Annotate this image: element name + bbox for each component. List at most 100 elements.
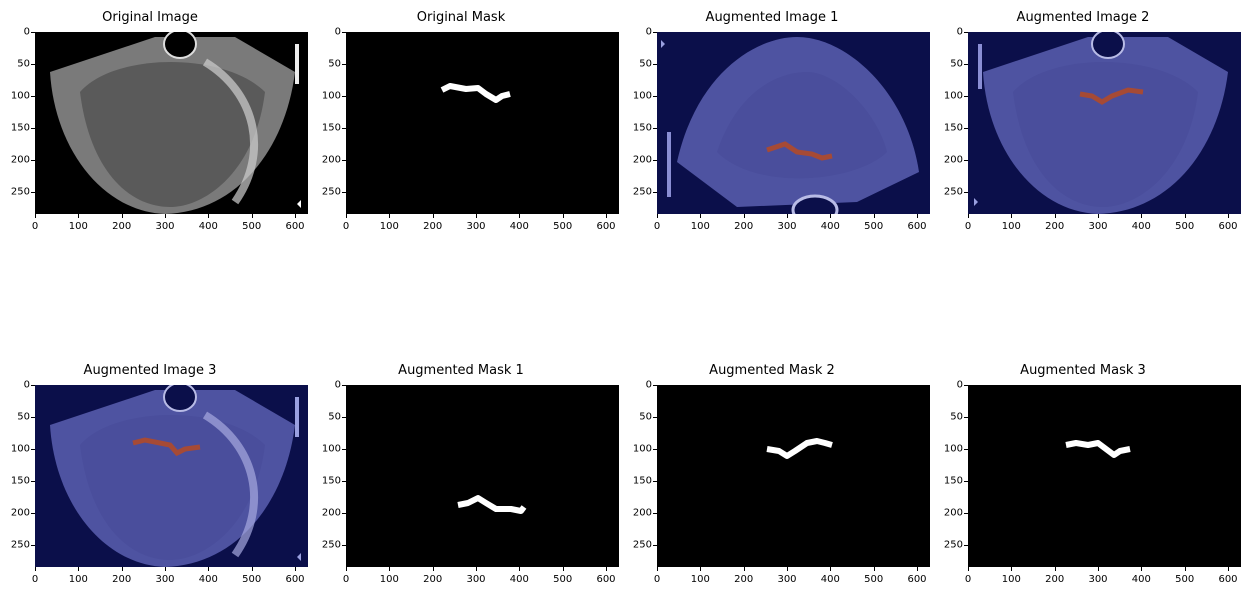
x-tick-label: 300 xyxy=(777,574,797,585)
panel-original-mask: Original Mask 0 100 200 300 400 500 600 0 50 100 1… xyxy=(311,10,619,260)
x-tick xyxy=(873,214,875,218)
x-tick xyxy=(519,214,521,218)
y-tick xyxy=(31,512,35,514)
y-tick xyxy=(31,95,35,97)
x-tick-label: 400 xyxy=(509,574,529,585)
y-tick xyxy=(31,191,35,193)
y-tick xyxy=(964,127,968,129)
mask-image xyxy=(346,385,619,567)
y-tick-label: 200 xyxy=(632,507,652,519)
y-tick xyxy=(342,416,346,418)
y-tick-label: 150 xyxy=(10,122,30,134)
y-tick xyxy=(653,63,657,65)
panel-augmented-mask-2: Augmented Mask 2 0 100 200 300 400 500 600 0 50 1… xyxy=(622,363,930,613)
x-tick-label: 200 xyxy=(734,574,754,585)
x-tick xyxy=(165,214,166,218)
x-tick-label: 400 xyxy=(198,574,218,585)
x-tick xyxy=(1184,567,1186,571)
x-tick-label: 400 xyxy=(1131,221,1151,232)
x-tick-label: 400 xyxy=(198,221,218,232)
y-tick-label: 0 xyxy=(23,26,30,38)
y-tick xyxy=(31,448,35,450)
x-tick xyxy=(208,567,210,571)
y-tick-label: 150 xyxy=(321,475,341,487)
y-tick-label: 250 xyxy=(10,539,30,551)
x-tick xyxy=(476,567,477,571)
y-tick-label: 250 xyxy=(632,186,652,198)
x-tick-label: 200 xyxy=(423,574,443,585)
x-tick-label: 600 xyxy=(907,221,927,232)
x-tick-label: 600 xyxy=(907,574,927,585)
x-tick-label: 300 xyxy=(777,221,797,232)
y-tick-label: 150 xyxy=(321,122,341,134)
x-tick xyxy=(700,214,702,218)
x-tick xyxy=(606,214,607,218)
y-tick xyxy=(31,480,35,482)
x-tick-label: 100 xyxy=(690,221,710,232)
x-tick-label: 0 xyxy=(342,221,350,232)
x-tick-label: 0 xyxy=(653,574,661,585)
augmented-ultrasound-image xyxy=(35,385,308,567)
x-tick xyxy=(657,567,658,571)
x-tick-label: 0 xyxy=(31,221,39,232)
y-tick-label: 200 xyxy=(943,154,963,166)
y-tick-label: 100 xyxy=(321,90,341,102)
y-tick xyxy=(31,63,35,65)
panel-title: Augmented Image 1 xyxy=(705,10,839,25)
x-tick-label: 500 xyxy=(1175,221,1195,232)
y-tick xyxy=(342,544,346,546)
x-tick-label: 500 xyxy=(864,221,884,232)
y-tick xyxy=(653,95,657,97)
y-tick-label: 150 xyxy=(632,475,652,487)
x-tick xyxy=(562,567,564,571)
panel-original-image: Original Image 0 100 200 300 400 500 600 0 50 100… xyxy=(0,10,308,260)
x-tick-label: 200 xyxy=(423,221,443,232)
y-tick xyxy=(964,385,968,386)
panel-title: Augmented Mask 2 xyxy=(709,363,835,378)
x-tick xyxy=(519,567,521,571)
y-tick xyxy=(342,448,346,450)
y-tick-label: 100 xyxy=(632,443,652,455)
y-tick-label: 200 xyxy=(321,507,341,519)
x-tick xyxy=(1054,214,1056,218)
y-tick-label: 0 xyxy=(23,379,30,391)
x-tick xyxy=(1141,214,1143,218)
x-tick-label: 300 xyxy=(1088,574,1108,585)
x-tick xyxy=(1184,214,1186,218)
y-tick-label: 250 xyxy=(943,186,963,198)
x-tick xyxy=(295,214,296,218)
y-tick-label: 200 xyxy=(10,154,30,166)
y-tick-label: 0 xyxy=(645,26,652,38)
y-tick-label: 100 xyxy=(10,90,30,102)
x-tick xyxy=(35,567,36,571)
augmented-ultrasound-image xyxy=(657,32,930,214)
x-tick xyxy=(165,567,166,571)
y-tick xyxy=(31,416,35,418)
y-tick-label: 100 xyxy=(10,443,30,455)
y-tick xyxy=(653,32,657,33)
x-tick-label: 100 xyxy=(690,574,710,585)
mask-image xyxy=(968,385,1241,567)
mask-image xyxy=(346,32,619,214)
y-tick-label: 0 xyxy=(334,379,341,391)
y-tick xyxy=(31,159,35,161)
x-tick-label: 500 xyxy=(553,574,573,585)
y-tick-label: 150 xyxy=(943,475,963,487)
x-tick xyxy=(917,214,918,218)
x-tick-label: 300 xyxy=(1088,221,1108,232)
x-tick xyxy=(1098,214,1099,218)
x-tick xyxy=(917,567,918,571)
x-tick xyxy=(562,214,564,218)
x-tick-label: 500 xyxy=(242,574,262,585)
x-tick xyxy=(830,214,832,218)
y-tick xyxy=(653,448,657,450)
x-tick-label: 0 xyxy=(964,221,972,232)
x-tick-label: 200 xyxy=(734,221,754,232)
panel-augmented-mask-3: Augmented Mask 3 0 100 200 300 400 500 600 0 50 1… xyxy=(933,363,1241,613)
y-tick xyxy=(964,416,968,418)
x-tick-label: 600 xyxy=(285,574,305,585)
x-tick-label: 500 xyxy=(553,221,573,232)
x-tick xyxy=(432,214,434,218)
y-tick xyxy=(964,544,968,546)
y-tick-label: 0 xyxy=(334,26,341,38)
